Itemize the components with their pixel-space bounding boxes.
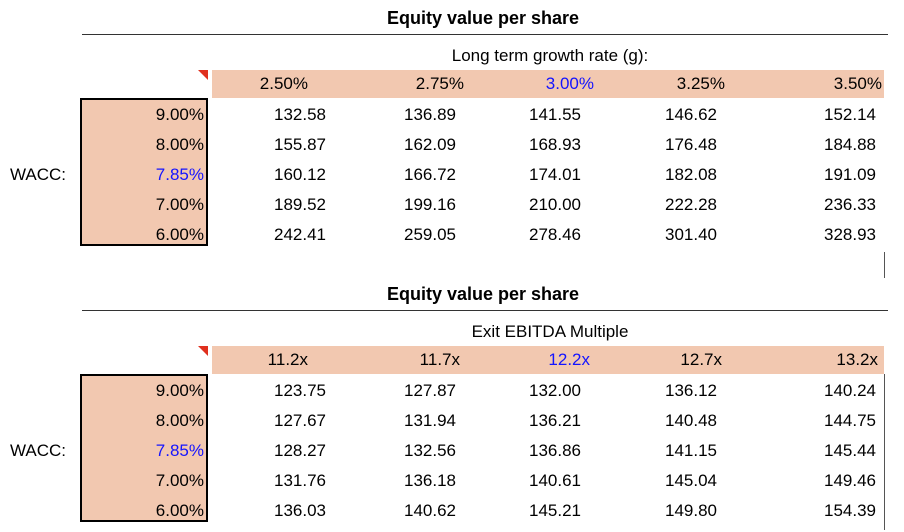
table-title: Equity value per share [386,284,580,304]
table-cell[interactable]: 136.18 [404,471,456,490]
row-header[interactable]: 9.00% [155,381,204,400]
row-header[interactable]: 6.00% [155,501,204,520]
column-axis-label: Long term growth rate (g): [451,46,649,65]
table-cell[interactable]: 199.16 [404,195,456,214]
table-cell[interactable]: 146.62 [665,105,717,124]
sensitivity-table-exit-multiple: Equity value per share Exit EBITDA Multi… [0,276,904,532]
row-header-box [80,98,208,246]
table-cell[interactable]: 149.46 [824,471,876,490]
column-header-band [212,70,884,98]
row-axis-label: WACC: [10,165,67,184]
table-cell[interactable]: 191.09 [824,165,876,184]
comment-indicator-icon[interactable] [198,70,208,80]
column-border [884,374,885,530]
table-cell[interactable]: 154.39 [824,501,876,520]
row-header[interactable]: 8.00% [155,135,204,154]
table-cell[interactable]: 140.24 [824,381,876,400]
row-axis-label: WACC: [10,441,67,460]
comment-indicator-icon[interactable] [198,346,208,356]
table-cell[interactable]: 131.94 [404,411,456,430]
table-cell[interactable]: 141.15 [665,441,717,460]
table-cell[interactable]: 145.04 [665,471,717,490]
table-cell[interactable]: 128.27 [274,441,326,460]
table-cell[interactable]: 145.21 [529,501,581,520]
row-header-base-case[interactable]: 7.85% [155,441,204,460]
table-cell[interactable]: 132.00 [529,381,581,400]
table-cell[interactable]: 136.03 [274,501,326,520]
table-cell[interactable]: 155.87 [274,135,326,154]
table-cell[interactable]: 210.00 [529,195,581,214]
column-header-band [212,346,884,374]
table-cell[interactable]: 162.09 [404,135,456,154]
table-cell[interactable]: 184.88 [824,135,876,154]
table-cell[interactable]: 166.72 [404,165,456,184]
column-header-base-case[interactable]: 3.00% [545,74,594,93]
column-border [884,252,885,278]
title-rule [82,310,888,311]
table-cell[interactable]: 160.12 [274,165,326,184]
column-header[interactable]: 12.7x [680,350,722,369]
column-header[interactable]: 11.2x [267,350,308,369]
column-header[interactable]: 11.7x [419,350,460,369]
table-cell[interactable]: 242.41 [274,225,326,244]
table-cell[interactable]: 152.14 [824,105,876,124]
row-header[interactable]: 7.00% [155,195,204,214]
table-cell[interactable]: 132.56 [404,441,456,460]
table-cell[interactable]: 127.67 [274,411,326,430]
column-axis-label: Exit EBITDA Multiple [471,322,629,341]
column-header[interactable]: 3.50% [833,74,882,93]
table-cell[interactable]: 132.58 [274,105,326,124]
table-cell[interactable]: 140.48 [665,411,717,430]
table-cell[interactable]: 136.89 [404,105,456,124]
column-header-base-case[interactable]: 12.2x [548,350,590,369]
table-cell[interactable]: 176.48 [665,135,717,154]
row-header-box [80,374,208,522]
table-cell[interactable]: 131.76 [274,471,326,490]
table-cell[interactable]: 222.28 [665,195,717,214]
table-title: Equity value per share [386,8,580,28]
column-header[interactable]: 2.75% [415,74,464,93]
table-cell[interactable]: 144.75 [824,411,876,430]
table-cell[interactable]: 140.61 [529,471,581,490]
row-header[interactable]: 8.00% [155,411,204,430]
table-cell[interactable]: 236.33 [824,195,876,214]
table-cell[interactable]: 136.21 [529,411,581,430]
table-cell[interactable]: 182.08 [665,165,717,184]
table-cell[interactable]: 189.52 [274,195,326,214]
table-cell[interactable]: 136.86 [529,441,581,460]
table-cell[interactable]: 136.12 [665,381,717,400]
table-cell[interactable]: 140.62 [404,501,456,520]
table-cell[interactable]: 174.01 [529,165,581,184]
row-header-base-case[interactable]: 7.85% [155,165,204,184]
table-cell[interactable]: 278.46 [529,225,581,244]
column-header[interactable]: 2.50% [259,74,308,93]
table-cell[interactable]: 301.40 [665,225,717,244]
title-rule [82,34,888,35]
column-header[interactable]: 3.25% [676,74,725,93]
row-header[interactable]: 6.00% [155,225,204,244]
table-cell[interactable]: 149.80 [665,501,717,520]
sensitivity-table-growth: Equity value per share Long term growth … [0,0,904,278]
table-cell[interactable]: 168.93 [529,135,581,154]
table-cell[interactable]: 328.93 [824,225,876,244]
row-header[interactable]: 9.00% [155,105,204,124]
column-header[interactable]: 13.2x [836,350,878,369]
table-cell[interactable]: 127.87 [404,381,456,400]
row-header[interactable]: 7.00% [155,471,204,490]
table-cell[interactable]: 123.75 [274,381,326,400]
table-cell[interactable]: 145.44 [824,441,876,460]
table-cell[interactable]: 259.05 [404,225,456,244]
table-cell[interactable]: 141.55 [529,105,581,124]
